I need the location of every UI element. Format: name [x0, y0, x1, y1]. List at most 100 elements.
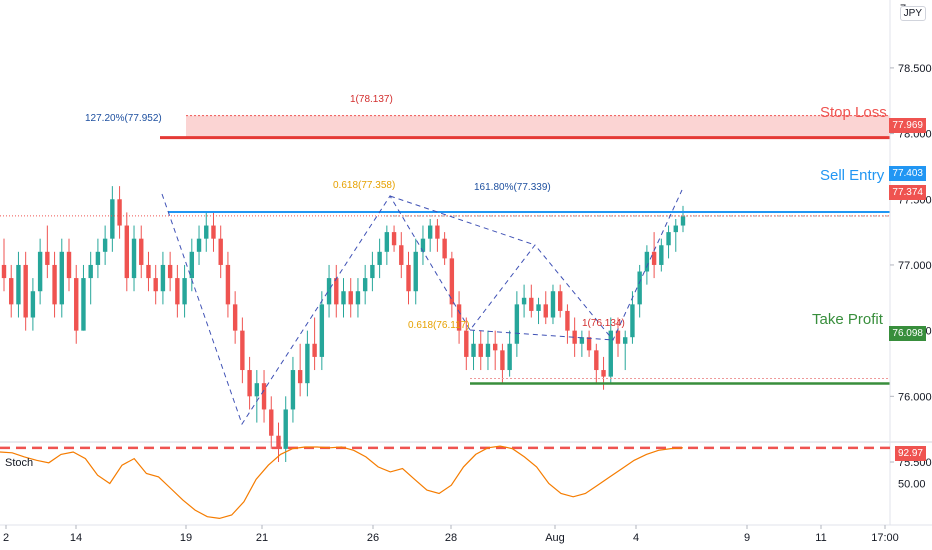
candle-body: [529, 297, 534, 311]
sell-entry-label: Sell Entry: [820, 167, 885, 184]
price-tick-label: 78.500: [898, 63, 932, 75]
candle-body: [102, 238, 108, 252]
candle-body: [579, 337, 585, 344]
candle-body: [464, 330, 469, 357]
candle-body: [269, 409, 274, 436]
currency-badge[interactable]: JPY: [899, 6, 926, 21]
candle-body: [485, 343, 491, 357]
candle-body: [615, 330, 621, 344]
time-tick-label: Aug: [545, 532, 565, 544]
candle-body: [362, 278, 368, 292]
candle-body: [160, 264, 166, 292]
candle-body: [478, 343, 483, 357]
stoch-panel: 50.00: [0, 445, 926, 520]
fib-one-bottom-label: 1(76.134): [582, 318, 625, 329]
current-price-tag: 77.374: [889, 185, 926, 200]
fib-618-top-label: 0.618(77.358): [333, 180, 395, 191]
candle-body: [666, 232, 671, 246]
candle-body: [601, 370, 606, 377]
candle-body: [413, 251, 418, 292]
price-tick-label: 77.000: [898, 260, 932, 272]
candle-body: [377, 251, 382, 265]
candle-body: [521, 297, 527, 305]
candle-body: [74, 278, 79, 331]
candle-body: [348, 291, 353, 305]
candle-body: [124, 225, 129, 279]
candle-body: [88, 264, 93, 279]
candle-body: [276, 435, 281, 449]
candle-body: [608, 330, 613, 377]
candle-body: [254, 383, 260, 397]
candle-body: [644, 251, 650, 272]
time-tick-label: 2: [3, 532, 9, 544]
candle-body: [391, 232, 397, 246]
harmonic-swing-2: [469, 329, 614, 341]
candle-body: [204, 225, 209, 239]
sell-entry-price-tag: 77.403: [889, 166, 926, 181]
candle-body: [305, 343, 310, 384]
candle-body: [355, 291, 361, 305]
candle-body: [427, 225, 433, 239]
candle-body: [167, 264, 173, 279]
candle-body: [95, 251, 101, 265]
candle-body: [30, 291, 36, 318]
candle-body: [442, 238, 447, 259]
candle-body: [146, 264, 151, 279]
candle-body: [630, 304, 635, 338]
time-axis: 2 14 19 21 26 28 Aug 4 9 11 17:00: [0, 524, 932, 544]
candle-body: [659, 245, 664, 265]
candle-body: [550, 291, 556, 318]
candle-body: [312, 343, 317, 357]
candle-body: [543, 304, 548, 318]
fib-127-label: 127.20%(77.952): [85, 113, 162, 124]
stoch-label: Stoch: [5, 457, 34, 469]
candle-body: [261, 383, 267, 410]
candle-body: [117, 199, 122, 226]
candle-body: [139, 238, 144, 265]
time-tick-label: 4: [633, 532, 639, 544]
candle-body: [680, 216, 686, 226]
candle-body: [334, 278, 339, 305]
overlays-layer: 127.20%(77.952) 1(78.137) 0.618(77.358) 161…: [0, 94, 890, 426]
candle-body: [1, 264, 7, 279]
candle-body: [500, 350, 505, 371]
candle-body: [218, 238, 223, 265]
candle-body: [66, 251, 72, 279]
candle-body: [52, 264, 57, 305]
time-tick-label: 9: [744, 532, 750, 544]
fib-618-bottom-label: 0.618(76.117): [408, 320, 470, 331]
stoch-level-tag: 92.97: [894, 446, 926, 461]
candle-body: [471, 343, 476, 357]
candle-body: [623, 337, 628, 344]
stop-loss-price-tag: 77.969: [889, 118, 926, 133]
candle-body: [247, 370, 252, 397]
candle-body: [297, 370, 303, 384]
time-tick-label: 28: [445, 532, 457, 544]
candle-body: [586, 337, 592, 351]
candle-body: [536, 304, 541, 311]
candle-body: [196, 238, 202, 252]
harmonic-swing-0: [161, 189, 683, 426]
stoch-line: [0, 445, 684, 520]
candle-body: [283, 409, 288, 449]
time-tick-label: 17:00: [871, 532, 899, 544]
candle-body: [456, 304, 462, 331]
time-tick-label: 14: [70, 532, 82, 544]
candle-body: [153, 278, 158, 292]
candle-body: [232, 304, 238, 331]
fib-one-top-label: 1(78.137): [350, 94, 393, 105]
candle-body: [449, 258, 455, 305]
time-tick-label: 19: [180, 532, 192, 544]
candle-body: [59, 251, 64, 305]
candle-body: [420, 238, 426, 252]
harmonic-swing-1: [389, 195, 536, 246]
candle-body: [326, 278, 332, 305]
candle-body: [406, 264, 411, 292]
stoch-mid-label: 50.00: [898, 479, 926, 491]
price-tick-label: 76.000: [898, 391, 932, 403]
take-profit-label: Take Profit: [812, 311, 883, 328]
candle-body: [341, 291, 346, 305]
candle-body: [370, 264, 375, 279]
candle-body: [211, 225, 216, 239]
